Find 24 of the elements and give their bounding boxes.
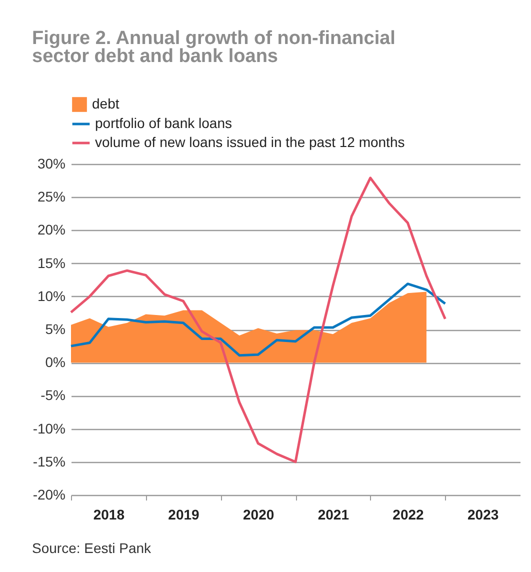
y-tick-label: -10% [32,420,66,436]
y-tick-label: 20% [37,222,66,238]
x-tick-label: 2023 [468,506,499,522]
x-tick-label: 2018 [93,506,125,522]
legend-label: volume of new loans issued in the past 12 months [95,134,405,150]
source-note: Source: Eesti Pank [32,540,152,556]
y-tick-label: -15% [32,453,66,470]
chart-title: Figure 2. Annual growth of non-financial sector debt and bank loans [32,28,396,67]
y-tick-label: 15% [37,254,66,271]
y-tick-label: 10% [37,288,66,304]
x-tick-label: 2021 [318,506,350,522]
y-tick-label: 5% [45,321,66,337]
legend-label: portfolio of bank loans [95,115,232,131]
legend-label: debt [92,96,120,112]
x-tick-label: 2020 [243,506,274,522]
line-series [70,282,446,357]
y-tick-label: 0% [45,354,66,370]
y-tick-label: -5% [40,387,66,404]
y-tick-label: 25% [37,188,66,205]
x-tick-label: 2019 [168,506,200,522]
line-series [70,176,446,464]
x-tick-label: 2022 [392,506,424,522]
y-tick-label: -20% [32,486,66,502]
y-tick-label: 30% [37,156,66,172]
